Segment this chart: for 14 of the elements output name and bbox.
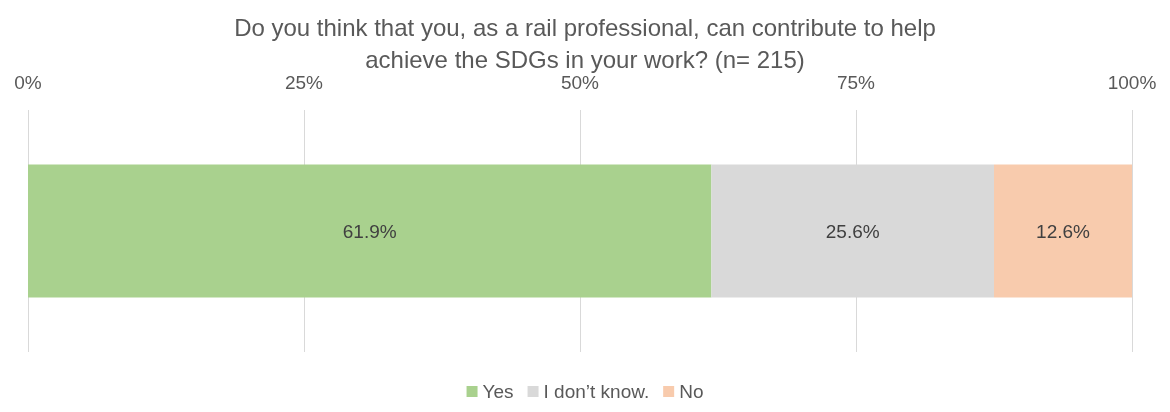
x-tick-label: 75% — [836, 72, 876, 93]
bar — [28, 164, 712, 298]
x-tick-label: 25% — [284, 72, 324, 93]
data-label: 25.6% — [825, 220, 880, 242]
x-tick-label: 0% — [14, 72, 42, 93]
legend-label: Yes — [482, 381, 514, 402]
legend-label: No — [679, 381, 704, 402]
chart-title: Do you think that you, as a rail professional, can contribute to help achieve the SDGs in your work? (n= 215) — [234, 13, 936, 73]
data-label: 61.9% — [342, 220, 397, 242]
x-tick-label: 100% — [1107, 72, 1157, 93]
legend-label: I don’t know. — [543, 381, 650, 402]
bar — [994, 164, 1132, 298]
x-tick-label: 50% — [560, 72, 600, 93]
data-label: 12.6% — [1036, 220, 1091, 242]
